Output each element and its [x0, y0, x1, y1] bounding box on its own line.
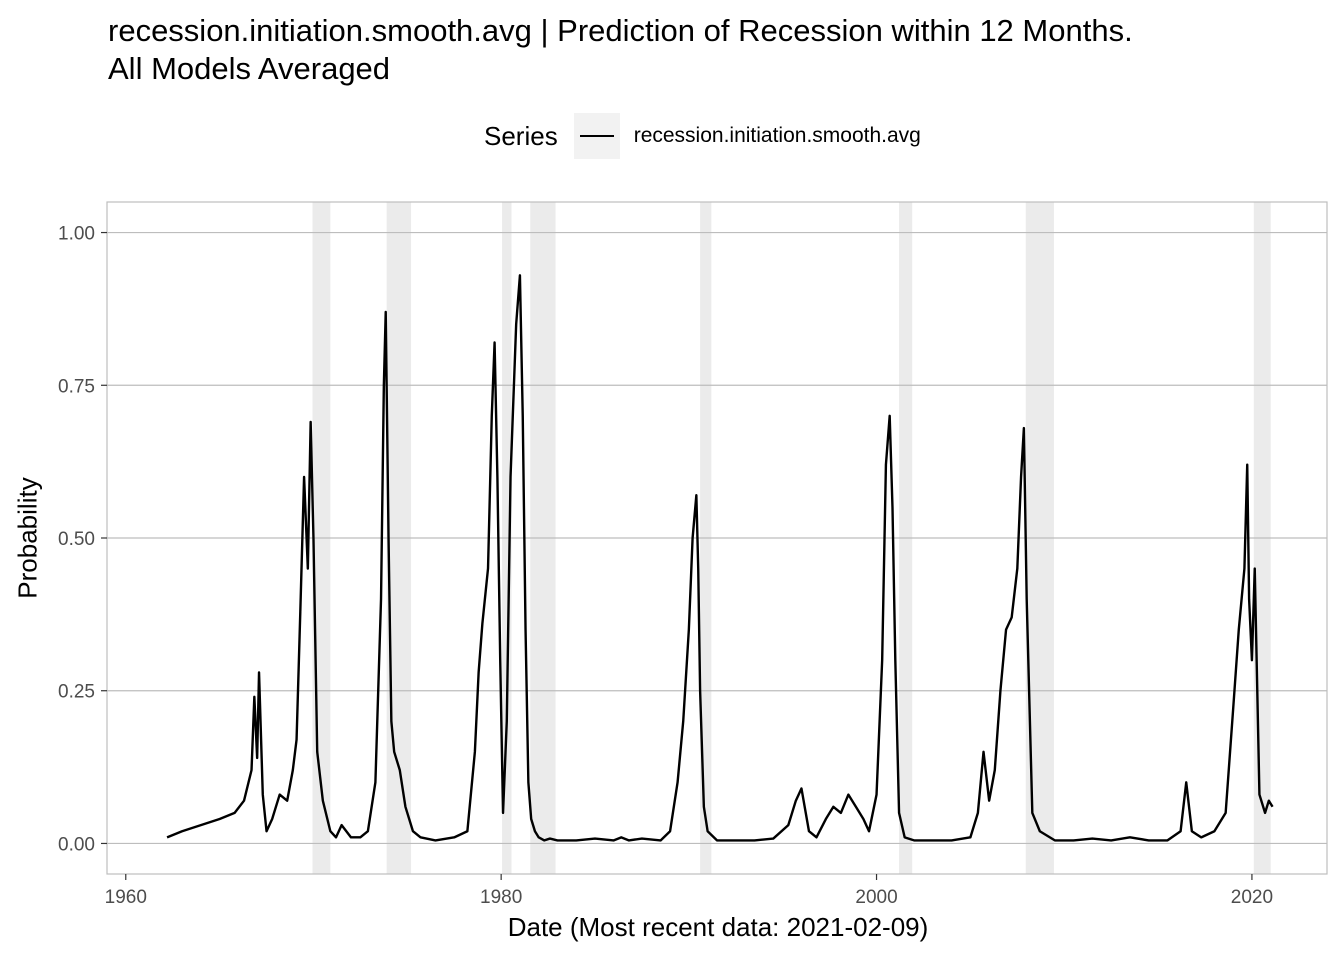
- y-tick-label-4: 1.00: [58, 224, 95, 245]
- series-line-0: [166, 274, 1274, 842]
- x-tick-label-1: 1980: [480, 887, 522, 908]
- x-tick-label-3: 2020: [1231, 887, 1273, 908]
- legend: Series recession.initiation.smooth.avg: [484, 113, 921, 159]
- x-tick-label-0: 1960: [105, 887, 147, 908]
- chart-title: recession.initiation.smooth.avg | Predic…: [108, 12, 1133, 88]
- y-axis-ticks: 0.00 0.25 0.50 0.75 1.00: [58, 224, 107, 855]
- series-layer: [166, 274, 1274, 842]
- y-tick-label-1: 0.25: [58, 682, 95, 703]
- x-axis-ticks: 1960 1980 2000 2020: [105, 874, 1273, 908]
- gridlines: [107, 231, 1327, 845]
- legend-entry-label: recession.initiation.smooth.avg: [633, 124, 921, 147]
- chart-title-line2: All Models Averaged: [108, 51, 391, 86]
- x-axis-label: Date (Most recent data: 2021-02-09): [507, 912, 929, 942]
- y-tick-label-3: 0.75: [58, 376, 95, 397]
- legend-key-line: [573, 113, 620, 159]
- chart-title-line1: recession.initiation.smooth.avg | Predic…: [108, 13, 1133, 48]
- y-tick-label-2: 0.50: [58, 529, 95, 550]
- x-tick-label-2: 2000: [855, 887, 897, 908]
- y-tick-label-0: 0.00: [58, 834, 95, 855]
- legend-title: Series: [484, 120, 558, 151]
